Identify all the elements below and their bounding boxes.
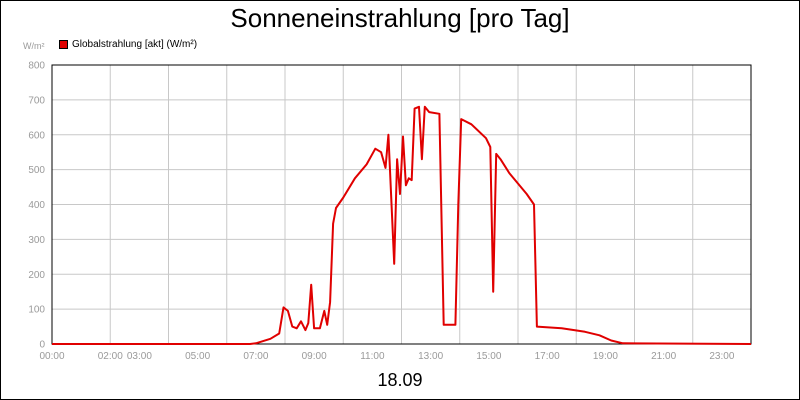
x-tick-label: 19:00 (593, 351, 618, 362)
y-tick-label: 0 (39, 340, 45, 351)
legend: Globalstrahlung [akt] (W/m²) (59, 39, 197, 50)
chart-title: Sonneneinstrahlung [pro Tag] (230, 3, 570, 33)
y-tick-label: 400 (28, 200, 45, 211)
axis-ticks: 0 100 200 300 400 500 600 700 800 00:00 02:00 03:00… (28, 61, 735, 363)
x-tick-label: 02:00 (98, 351, 123, 362)
y-tick-label: 100 (28, 305, 45, 316)
y-axis-unit-label: W/m² (23, 41, 45, 51)
x-tick-label: 21:00 (651, 351, 676, 362)
x-tick-label: 15:00 (476, 351, 501, 362)
legend-label: Globalstrahlung [akt] (W/m²) (72, 39, 198, 50)
y-tick-label: 700 (28, 95, 45, 106)
x-tick-label: 11:00 (360, 351, 385, 362)
series-layer (52, 105, 752, 345)
series-line-globalstrahlung (52, 105, 752, 345)
y-tick-label: 500 (28, 165, 45, 176)
x-tick-label: 05:00 (185, 351, 210, 362)
x-tick-label: 03:00 (127, 351, 152, 362)
x-tick-label: 17:00 (535, 351, 560, 362)
x-tick-label: 07:00 (243, 351, 268, 362)
x-tick-label: 09:00 (302, 351, 327, 362)
x-axis-date-label: 18.09 (377, 370, 423, 390)
x-tick-label: 23:00 (709, 351, 734, 362)
x-tick-label: 13:00 (418, 351, 443, 362)
legend-swatch (59, 40, 68, 49)
y-tick-label: 200 (28, 270, 45, 281)
plot-border (51, 64, 752, 345)
y-tick-label: 600 (28, 130, 45, 141)
y-tick-label: 800 (28, 61, 45, 72)
x-tick-label: 00:00 (39, 351, 64, 362)
y-tick-label: 300 (28, 235, 45, 246)
